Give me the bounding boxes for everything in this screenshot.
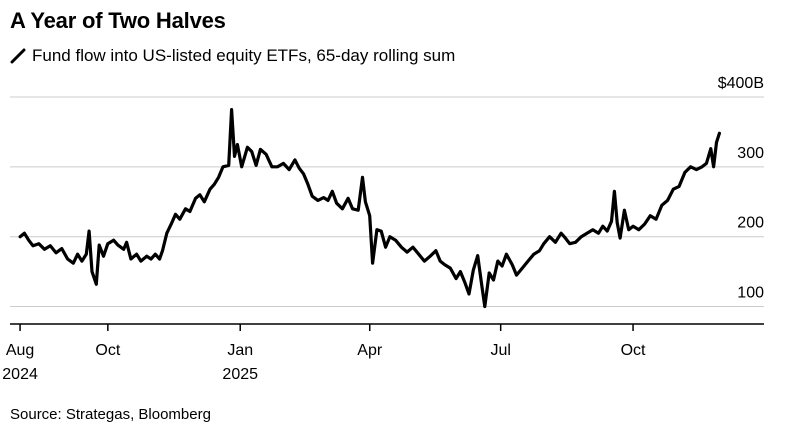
y-tick-label-300: 300 [737,145,764,162]
source-note: Source: Strategas, Bloomberg [10,406,211,423]
y-tick-label-200: 200 [737,215,764,232]
y-tick-label-100: 100 [737,285,764,302]
x-axis-ticks: Aug 2024 Oct Jan 2025 Apr Jul Oct [2,324,646,383]
x-tick-label-3: Apr [357,342,383,359]
series-group [18,108,721,309]
y-axis-labels: 100 200 300 $400B [718,75,764,302]
x-tick-label-2: Jan [227,342,253,359]
chart-subtitle: Fund flow into US-listed equity ETFs, 65… [10,46,455,66]
x-tick-label-0: Aug [6,342,34,359]
x-tick-label-4: Jul [490,342,510,359]
x-tick-year-label-2: 2025 [222,366,258,383]
x-tick-year-label-0: 2024 [2,366,38,383]
series-line-0 [18,108,721,309]
line-legend-icon [10,48,26,64]
x-tick-label-5: Oct [621,342,646,359]
y-tick-label-400: $400B [718,75,764,92]
chart-title: A Year of Two Halves [10,8,226,33]
x-tick-label-1: Oct [95,342,120,359]
chart-subtitle-text: Fund flow into US-listed equity ETFs, 65… [32,46,456,65]
gridlines [10,96,764,308]
